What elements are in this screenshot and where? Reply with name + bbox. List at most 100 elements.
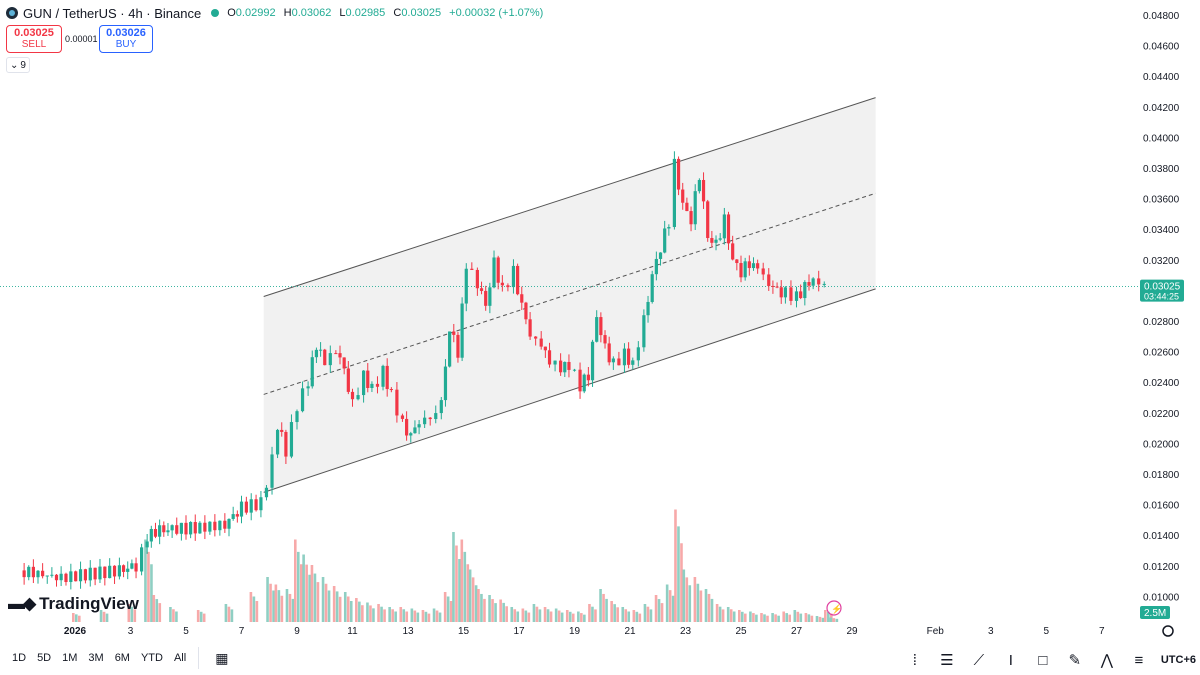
candle-body (586, 374, 590, 381)
rectangle-tool-icon[interactable]: □ (1038, 651, 1048, 669)
volume-bar (466, 564, 470, 622)
symbol-title[interactable]: GUN / TetherUS · 4h · Binance (23, 5, 202, 21)
timezone-button[interactable]: UTC+6 (1160, 654, 1196, 666)
candle-body (103, 566, 107, 579)
candle-body (264, 487, 269, 498)
volume-bar (358, 601, 361, 622)
settings-sliders-icon[interactable]: ☰ (940, 652, 954, 669)
buy-price: 0.03026 (106, 27, 146, 39)
volume-bar (605, 598, 608, 622)
volume-bar (677, 526, 680, 622)
candle-body (443, 366, 448, 401)
x-tick-label: 23 (680, 626, 692, 637)
y-tick-label: 0.01600 (1143, 501, 1180, 512)
fib-tool-icon[interactable]: ≡ (1134, 651, 1144, 669)
candle-body (22, 570, 26, 578)
volume-bar (704, 589, 708, 622)
buy-button[interactable]: 0.03026 BUY (99, 25, 153, 53)
candle-body (667, 227, 671, 229)
candle-body (346, 368, 350, 392)
candle-body (27, 566, 31, 578)
y-tick-label: 0.04800 (1143, 11, 1180, 22)
volume-bar (302, 554, 305, 622)
drag-handle-icon[interactable]: ⁞ (912, 651, 917, 669)
volume-bar (766, 615, 769, 622)
candle-body (385, 365, 389, 390)
candle-body (417, 424, 421, 428)
candle-body (350, 391, 355, 400)
candle-body (654, 258, 658, 275)
volume-bar (172, 609, 175, 622)
volume-bar (760, 613, 763, 622)
volume-bar (421, 610, 425, 622)
volume-bar (744, 613, 747, 622)
volume-bar (369, 605, 372, 622)
channel-upper-line[interactable] (263, 97, 876, 297)
chevron-down-icon: ⌄ (10, 59, 19, 71)
candle-body (338, 353, 342, 358)
volume-bar (130, 606, 134, 622)
timeframe-1d[interactable]: 1D (12, 652, 27, 664)
candle-body (134, 563, 138, 572)
y-tick-label: 0.02200 (1143, 409, 1180, 420)
calendar-range-icon[interactable]: ▦ (215, 649, 229, 666)
volume-bar (435, 610, 439, 622)
candle-body (516, 265, 520, 295)
volume-bar (147, 551, 150, 622)
volume-bar (527, 612, 531, 622)
volume-bar (532, 604, 536, 622)
candle-body (413, 427, 417, 434)
brush-tool-icon[interactable]: ✎ (1068, 652, 1082, 669)
candle-body (767, 274, 771, 286)
path-tool-icon[interactable]: ⋀ (1100, 652, 1113, 669)
candle-body (145, 541, 149, 548)
volume-bar (510, 607, 514, 622)
volume-bar (738, 610, 741, 622)
timeframe-1m[interactable]: 1M (62, 652, 78, 664)
channel-lower-line[interactable] (263, 288, 876, 493)
volume-bar (391, 609, 394, 622)
timeframe-5d[interactable]: 5D (37, 652, 52, 664)
candle-body (69, 571, 73, 583)
volume-bar (535, 606, 539, 622)
channel-median-line[interactable] (263, 192, 876, 395)
lightning-alert-icon[interactable] (826, 600, 842, 616)
volume-bar (568, 611, 572, 622)
volume-bar (557, 610, 561, 622)
timeframe-all[interactable]: All (173, 652, 187, 664)
settings-gear-icon[interactable] (1162, 625, 1174, 637)
sell-price: 0.03025 (14, 27, 54, 39)
candle-body (254, 499, 258, 511)
timeframe-ytd[interactable]: YTD (140, 652, 163, 664)
volume-bar (594, 609, 597, 622)
volume-bar (416, 612, 420, 622)
timeframe-3m[interactable]: 3M (88, 652, 104, 664)
volume-bar (224, 604, 228, 622)
candle-body (213, 521, 217, 531)
volume-bar (494, 603, 497, 622)
timeframe-6m[interactable]: 6M (114, 652, 130, 664)
y-tick-label: 0.03600 (1143, 195, 1180, 206)
candle-body (295, 411, 299, 423)
volume-bar (549, 611, 553, 622)
sell-button[interactable]: 0.03025 SELL (6, 25, 62, 53)
candle-body (452, 331, 456, 335)
trend-line-icon[interactable]: ⟋ (973, 651, 985, 669)
buy-label: BUY (115, 39, 137, 50)
volume-bar (785, 613, 788, 622)
volume-bar (343, 592, 347, 622)
volume-bar (580, 613, 583, 622)
candle-body (567, 361, 571, 370)
volume-bar (291, 598, 295, 622)
y-tick-label: 0.03800 (1143, 164, 1180, 175)
volume-bar (755, 614, 758, 622)
volume-bar (252, 596, 256, 622)
volume-bar (480, 593, 483, 622)
tradingview-logo: ▬◆ TradingView (8, 594, 139, 614)
text-tool-icon[interactable]: I (1008, 651, 1013, 669)
indicators-toggle[interactable]: ⌄ 9 (6, 57, 30, 73)
volume-bar (285, 589, 289, 622)
candle-body (663, 228, 667, 253)
open-value: 0.02992 (235, 7, 276, 19)
